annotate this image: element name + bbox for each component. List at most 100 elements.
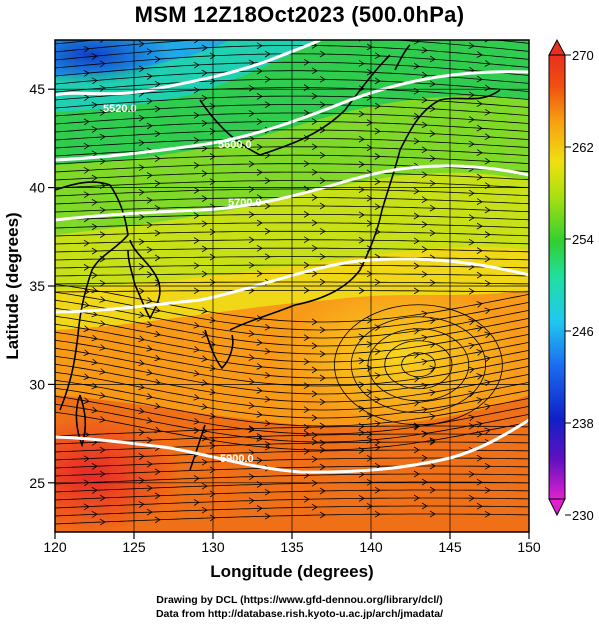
streamline-arrow [154,516,161,524]
streamline-arrow [358,471,365,478]
streamline-arrow [358,357,365,365]
streamline-arrow [138,238,145,246]
streamline-arrow [421,221,428,228]
streamline-arrow [319,374,326,382]
streamline-arrow [83,118,90,126]
streamline-arrow [83,239,90,247]
streamline-arrow [476,430,483,438]
streamline-arrow [138,359,145,367]
streamline-arrow [83,191,90,199]
streamline-arrow [146,460,153,468]
streamline-arrow [248,84,255,92]
x-tick-label: 145 [438,539,462,555]
streamline-arrow [146,48,153,56]
streamline-arrow [99,109,106,117]
colorbar-tick-label: 254 [572,232,594,247]
streamline-arrow [209,128,216,135]
streamline-arrow [366,430,373,438]
streamline-arrow [138,65,145,73]
streamline-arrow [138,383,145,391]
streamline-arrow [209,514,216,522]
streamline-arrow [193,321,200,329]
colorbar-scale [548,54,566,500]
streamline-arrow [154,56,161,63]
streamline-arrow [91,126,98,133]
colorbar-bottom-arrow [548,498,566,517]
streamline-arrow [468,414,475,422]
streamline-arrow [366,144,373,152]
streamline-arrow [256,481,263,488]
streamline-arrow [193,187,200,194]
streamline-arrow [201,119,208,127]
streamline-arrow [476,51,483,58]
streamline-arrow [248,135,255,143]
streamline-arrow [319,177,326,185]
streamline-arrow [99,296,106,303]
streamline-arrow [146,484,153,492]
streamline-arrow [311,219,318,227]
streamline-arrow [374,510,381,518]
streamline-arrow [421,382,428,390]
streamline-arrow [319,151,326,159]
streamline-arrow [193,287,200,295]
streamline-arrow [248,402,255,409]
streamline-arrow [484,355,491,363]
streamline-arrow [146,321,153,328]
y-axis-label: Latitude (degrees) [3,212,22,359]
streamline-arrow [99,206,106,214]
streamline-arrow [429,179,436,187]
streamline-arrow [374,438,381,446]
streamline-arrow [146,436,153,444]
streamline-arrow [303,236,310,244]
streamline-arrow [319,350,326,358]
streamline-arrow [138,453,145,460]
streamline-arrow [358,110,365,118]
streamline-arrow [193,369,200,377]
streamline-arrow [319,227,326,235]
streamline-arrow [264,202,271,210]
streamline-arrow [201,403,208,410]
streamline-arrow [256,244,263,252]
streamline-arrow [421,171,428,179]
x-tick-label: 150 [517,539,541,555]
streamline-arrow [421,246,428,253]
streamline-arrow [83,70,90,77]
streamline-arrow [209,442,216,450]
streamline-arrow [83,455,90,463]
streamline-arrow [421,196,428,203]
streamline-arrow [99,470,106,478]
streamline-arrow [248,110,255,117]
russia-coastline [199,54,391,156]
streamline-arrow [374,127,381,135]
streamline-arrow [319,202,326,210]
streamline-arrow [311,455,318,463]
streamline-arrow [421,96,428,104]
streamline-arrow [248,378,255,385]
streamline-arrow [264,419,271,427]
streamline-arrow [91,53,98,60]
streamline-arrow [99,446,106,454]
streamline-arrow [248,425,255,433]
streamline-arrow [264,395,271,403]
streamline-arrow [248,330,255,337]
streamline-arrow [484,133,491,141]
streamline-arrow [83,325,90,332]
streamline-arrow [476,271,483,279]
streamline-arrow [429,389,436,397]
streamline-arrow [304,40,305,41]
streamline-arrow [374,102,381,110]
streamline-arrow [193,427,200,434]
streamline-arrow [476,173,483,181]
streamline-arrow [154,155,161,163]
streamline-arrow [201,379,208,386]
streamline-arrow [476,124,483,132]
streamline-arrow [311,67,318,75]
streamline-arrow [311,194,318,201]
streamline-arrow [374,178,381,185]
streamline-arrow [256,411,263,418]
streamline-arrow [311,143,318,151]
streamline-arrow [319,487,326,495]
streamline-arrow [430,31,435,37]
streamline-arrow [366,119,373,126]
streamline-arrow [366,317,373,324]
